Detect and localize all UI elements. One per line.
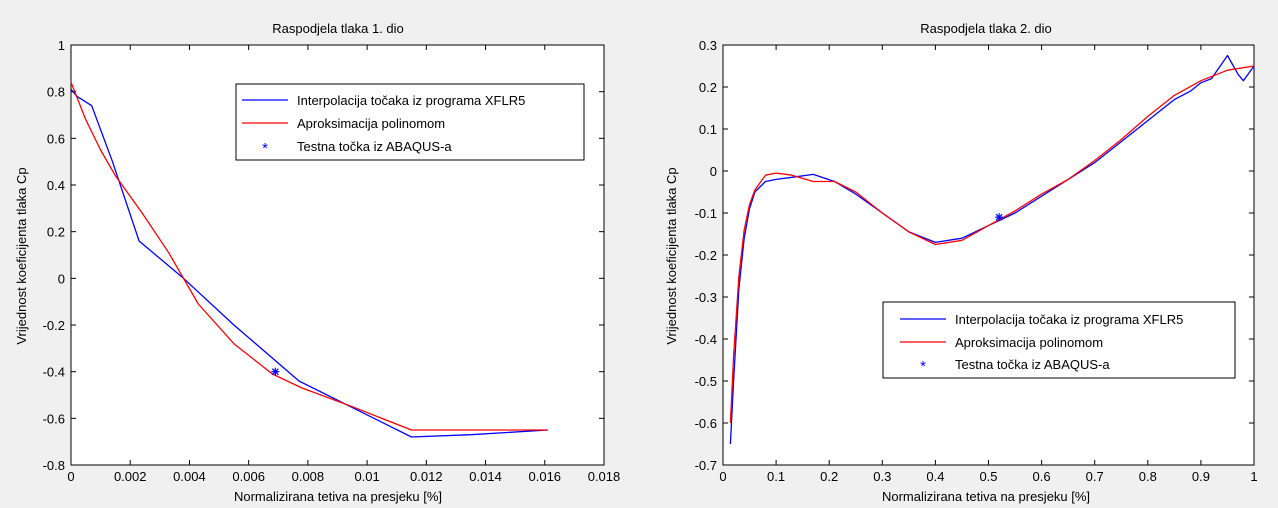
chart-title: Raspodjela tlaka 2. dio [920,21,1052,36]
chart-pressure-part-2: Raspodjela tlaka 2. dio 0 0.1 0.2 0.3 0.4 0.5… [664,21,1258,504]
x-tick-label: 0.4 [926,469,944,484]
x-axis-ticks: 0 0.002 0.004 0.006 0.008 0.01 0.012 0.014 0.016… [67,45,620,484]
series-line-approximation [70,82,548,431]
x-tick-label: 0.3 [873,469,891,484]
y-tick-label: -0.4 [43,365,65,380]
y-tick-label: -0.4 [695,332,717,347]
legend-swatch-test-point: * [920,358,926,375]
chart-title: Raspodjela tlaka 1. dio [272,21,404,36]
legend: Interpolacija točaka iz programa XFLR5 A… [235,83,585,161]
y-tick-label: -0.6 [43,411,65,426]
y-tick-label: 0.3 [699,38,717,53]
series-line-approximation [729,65,1255,424]
y-axis-label: Vrijednost koeficijenta tlaka Cp [664,167,679,344]
x-tick-label: 0.9 [1192,469,1210,484]
y-tick-label: -0.8 [43,458,65,473]
x-tick-label: 0.004 [173,469,206,484]
y-tick-label: 0.1 [699,122,717,137]
series-layer [729,54,1255,445]
y-tick-label: 0.2 [699,80,717,95]
x-tick-label: 0.7 [1086,469,1104,484]
x-tick-label: 0.2 [820,469,838,484]
plot-area [722,44,1255,466]
x-axis-label: Normalizirana tetiva na presjeku [%] [882,489,1090,504]
legend-label-test-point: Testna točka iz ABAQUS-a [297,139,452,154]
y-tick-label: 0 [58,271,65,286]
y-tick-label: 0.6 [47,131,65,146]
x-axis-label: Normalizirana tetiva na presjeku [%] [234,489,442,504]
y-tick-label: -0.2 [43,318,65,333]
x-tick-label: 1 [1250,469,1257,484]
x-tick-label: 0.006 [232,469,265,484]
x-tick-label: 0.002 [114,469,147,484]
x-tick-label: 0.5 [979,469,997,484]
x-tick-label: 0.6 [1033,469,1051,484]
legend-box [882,301,1236,379]
x-tick-label: 0.1 [767,469,785,484]
y-tick-label: 0.4 [47,178,65,193]
test-point-marker [271,367,280,376]
series-line-interpolation [729,54,1255,445]
x-tick-label: 0.016 [529,469,562,484]
legend-box [235,83,585,161]
x-tick-label: 0.012 [410,469,443,484]
legend-label-approximation: Aproksimacija polinomom [955,335,1103,350]
y-tick-label: 1 [58,38,65,53]
y-tick-label: 0 [710,164,717,179]
y-tick-label: -0.3 [695,290,717,305]
y-tick-label: -0.7 [695,458,717,473]
y-tick-label: 0.2 [47,225,65,240]
legend-label-approximation: Aproksimacija polinomom [297,116,445,131]
y-tick-label: -0.5 [695,374,717,389]
legend-label-interpolation: Interpolacija točaka iz programa XFLR5 [955,312,1183,327]
legend-label-test-point: Testna točka iz ABAQUS-a [955,357,1110,372]
x-tick-label: 0.018 [588,469,621,484]
series-layer [70,82,548,438]
x-tick-label: 0.8 [1139,469,1157,484]
y-axis-ticks: -0.7 -0.6 -0.5 -0.4 -0.3 -0.2 -0.1 0 0.1 0.2 0.3 [695,38,1254,473]
legend: Interpolacija točaka iz programa XFLR5 A… [882,301,1236,379]
y-axis-label: Vrijednost koeficijenta tlaka Cp [14,167,29,344]
x-tick-label: 0 [719,469,726,484]
test-point-marker [995,213,1004,222]
y-tick-label: -0.1 [695,206,717,221]
y-axis-ticks: -0.8 -0.6 -0.4 -0.2 0 0.2 0.4 0.6 0.8 1 [43,38,604,473]
y-tick-label: -0.2 [695,248,717,263]
legend-swatch-test-point: * [262,140,268,157]
y-tick-label: 0.8 [47,85,65,100]
x-tick-label: 0.008 [292,469,325,484]
y-tick-label: -0.6 [695,416,717,431]
x-tick-label: 0.014 [469,469,502,484]
chart-pressure-part-1: Raspodjela tlaka 1. dio 0 0.002 0.004 0.006… [14,21,620,504]
legend-label-interpolation: Interpolacija točaka iz programa XFLR5 [297,93,525,108]
x-axis-ticks: 0 0.1 0.2 0.3 0.4 0.5 0.6 0.7 0.8 0.9 1 [719,45,1258,484]
x-tick-label: 0.01 [354,469,379,484]
x-tick-label: 0 [67,469,74,484]
